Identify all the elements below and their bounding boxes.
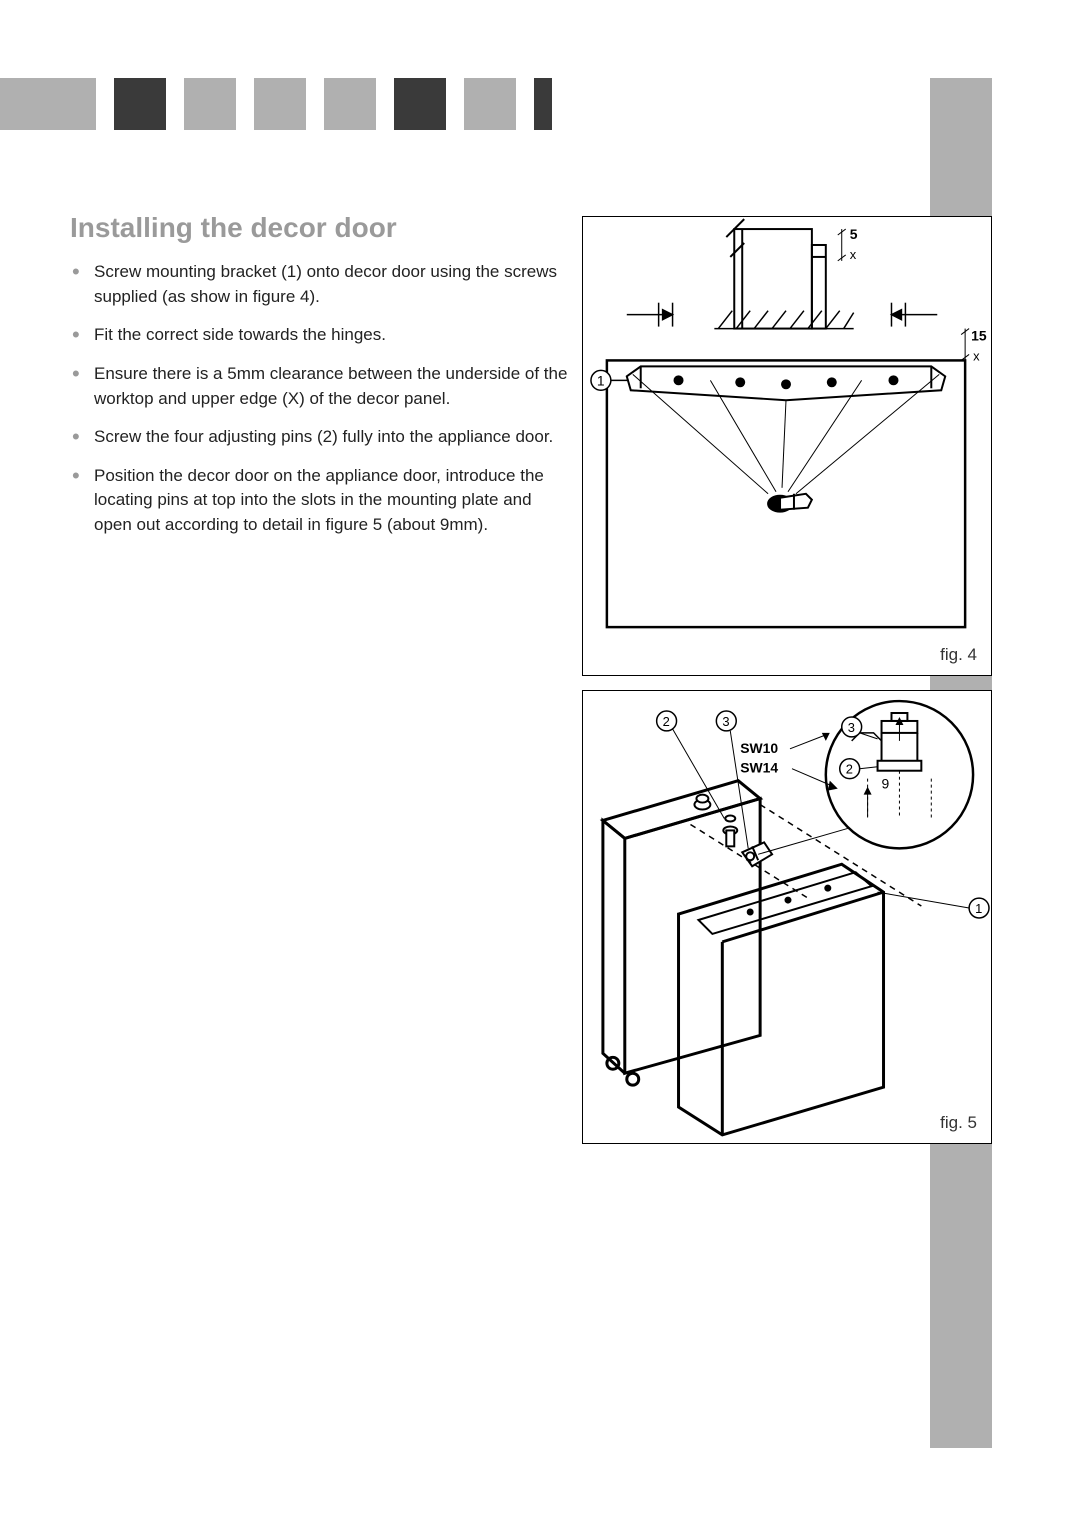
fig5-callout-3b: 3 bbox=[848, 720, 855, 735]
fig5-callout-2b: 2 bbox=[846, 762, 853, 777]
fig5-sw10: SW10 bbox=[740, 740, 778, 756]
fig4-callout-1: 1 bbox=[597, 372, 605, 388]
fig5-sw14: SW14 bbox=[740, 760, 778, 776]
header-block bbox=[184, 78, 236, 130]
header-block bbox=[0, 78, 96, 130]
fig4-dim-15-x: x bbox=[973, 348, 980, 363]
figure-5: 2 3 3 2 1 SW10 SW14 9 fig. 5 bbox=[582, 690, 992, 1144]
fig4-dim-5-x: x bbox=[850, 247, 857, 262]
figure-4-diagram: 5 x bbox=[583, 217, 991, 675]
instruction-item: Screw the four adjusting pins (2) fully … bbox=[70, 425, 570, 450]
header-block bbox=[534, 78, 552, 130]
fig5-callout-2: 2 bbox=[663, 714, 670, 729]
header-decorative-bar bbox=[0, 78, 570, 130]
header-block bbox=[254, 78, 306, 130]
fig4-dim-15: 15 bbox=[971, 328, 987, 344]
instruction-item: Fit the correct side towards the hinges. bbox=[70, 323, 570, 348]
fig5-nine: 9 bbox=[882, 776, 890, 792]
instruction-list: Screw mounting bracket (1) onto decor do… bbox=[70, 260, 570, 538]
fig5-label: fig. 5 bbox=[940, 1113, 977, 1133]
instruction-item: Screw mounting bracket (1) onto decor do… bbox=[70, 260, 570, 309]
header-block bbox=[324, 78, 376, 130]
header-block bbox=[394, 78, 446, 130]
instruction-item: Position the decor door on the appliance… bbox=[70, 464, 570, 538]
instruction-item: Ensure there is a 5mm clearance between … bbox=[70, 362, 570, 411]
fig4-dim-5: 5 bbox=[850, 226, 858, 242]
fig5-callout-1: 1 bbox=[975, 901, 982, 916]
header-block bbox=[464, 78, 516, 130]
main-content: Installing the decor door Screw mounting… bbox=[70, 212, 570, 552]
section-heading: Installing the decor door bbox=[70, 212, 570, 244]
header-block bbox=[114, 78, 166, 130]
fig5-callout-3a: 3 bbox=[722, 714, 729, 729]
figure-4: 5 x bbox=[582, 216, 992, 676]
fig4-label: fig. 4 bbox=[940, 645, 977, 665]
figure-5-diagram: 2 3 3 2 1 SW10 SW14 9 bbox=[583, 691, 991, 1143]
